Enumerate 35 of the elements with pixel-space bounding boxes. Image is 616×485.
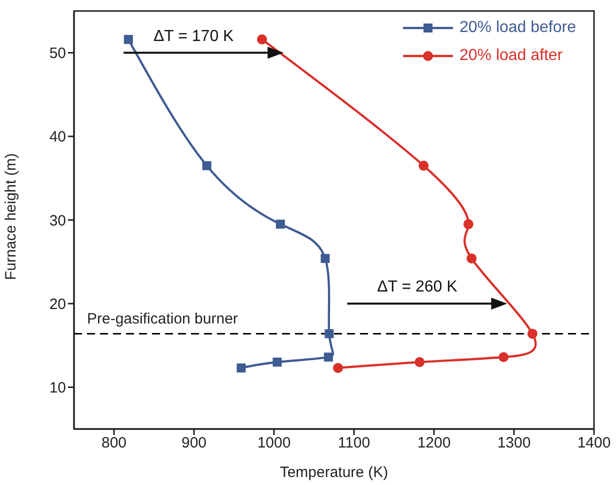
x-tick-label: 1400 xyxy=(577,434,611,452)
y-tick-label: 10 xyxy=(49,380,66,397)
point xyxy=(324,329,334,338)
point xyxy=(418,160,429,171)
point xyxy=(257,34,267,44)
point xyxy=(527,328,538,339)
point xyxy=(466,253,477,264)
point xyxy=(124,34,133,44)
legend-label: 20% load after xyxy=(459,47,563,65)
x-tick-label: 800 xyxy=(101,434,127,452)
point xyxy=(414,357,425,368)
x-tick-label: 1300 xyxy=(497,434,531,452)
y-tick-label: 20 xyxy=(49,296,66,313)
y-tick-label: 30 xyxy=(49,212,66,230)
annotation: ΔT = 170 K xyxy=(153,28,234,45)
y-tick-label: 50 xyxy=(49,45,66,62)
x-tick-label: 900 xyxy=(181,434,207,452)
point xyxy=(276,220,285,229)
x-tick-label: 1200 xyxy=(417,434,451,452)
ref-line-label: Pre-gasification burner xyxy=(87,310,238,328)
x-tick-label: 1000 xyxy=(257,434,291,452)
point xyxy=(333,362,343,373)
point xyxy=(272,358,282,367)
point xyxy=(463,219,474,230)
y-tick-label: 40 xyxy=(49,128,66,146)
point xyxy=(320,254,330,263)
point xyxy=(202,161,212,170)
x-tick-label: 1100 xyxy=(338,434,370,452)
legend-label: 20% load before xyxy=(459,19,576,37)
point xyxy=(236,363,246,372)
annotation: ΔT = 260 K xyxy=(377,278,458,296)
x-axis-title: Temperature (K) xyxy=(280,464,388,481)
y-axis-title: Furnace height (m) xyxy=(2,153,20,280)
point xyxy=(324,352,333,362)
point xyxy=(498,352,509,362)
